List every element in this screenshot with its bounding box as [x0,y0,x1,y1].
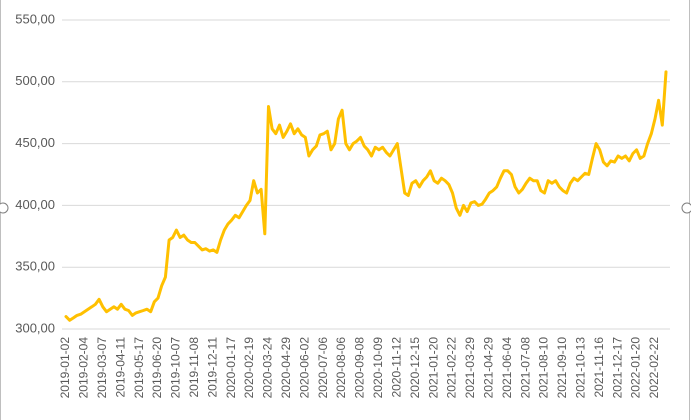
x-tick-label: 2022-01-20 [629,337,643,399]
y-tick-label: 400,00 [15,197,55,212]
y-tick-label: 350,00 [15,259,55,274]
x-tick-label: 2022-02-22 [647,337,661,399]
y-tick-label: 450,00 [15,135,55,150]
x-tick-label: 2021-07-08 [518,337,532,399]
x-tick-label: 2021-12-17 [610,337,624,399]
x-tick-label: 2019-04-11 [113,337,127,398]
x-tick-label: 2019-05-17 [132,337,146,399]
x-tick-label: 2019-11-08 [187,337,201,398]
x-tick-label: 2019-01-02 [58,337,72,399]
x-tick-label: 2021-03-29 [463,337,477,399]
x-tick-label: 2019-10-07 [169,337,183,399]
x-tick-label: 2020-10-09 [371,337,385,399]
resize-handle[interactable] [681,202,691,214]
x-tick-label: 2019-06-20 [150,337,164,399]
x-tick-label: 2020-07-06 [316,337,330,399]
line-series [64,70,668,322]
x-tick-label: 2020-08-06 [334,337,348,399]
x-tick-label: 2019-02-04 [77,337,91,399]
y-tick-label: 550,00 [15,11,55,26]
x-tick-label: 2020-06-02 [297,337,311,399]
x-tick-label: 2021-06-04 [500,337,514,399]
x-tick-label: 2020-03-24 [261,337,275,399]
x-tick-label: 2020-02-19 [242,337,256,399]
x-tick-label: 2021-10-13 [574,337,588,399]
y-tick-label: 300,00 [15,320,55,335]
x-tick-label: 2021-01-20 [426,337,440,399]
y-tick-label: 500,00 [15,73,55,88]
x-tick-label: 2021-09-10 [555,337,569,399]
x-tick-label: 2020-12-15 [408,337,422,399]
x-tick-label: 2020-11-12 [389,337,403,398]
x-tick-label: 2020-04-29 [279,337,293,399]
x-tick-label: 2020-01-17 [224,337,238,399]
x-tick-label: 2020-09-08 [353,337,367,399]
x-tick-label: 2021-08-10 [537,337,551,399]
x-tick-label: 2021-02-22 [445,337,459,399]
resize-handle[interactable] [0,202,9,214]
x-tick-label: 2021-04-29 [481,337,495,399]
x-tick-label: 2019-03-07 [95,337,109,399]
x-tick-label: 2021-11-16 [592,337,606,398]
x-tick-label: 2019-12-11 [205,337,219,398]
